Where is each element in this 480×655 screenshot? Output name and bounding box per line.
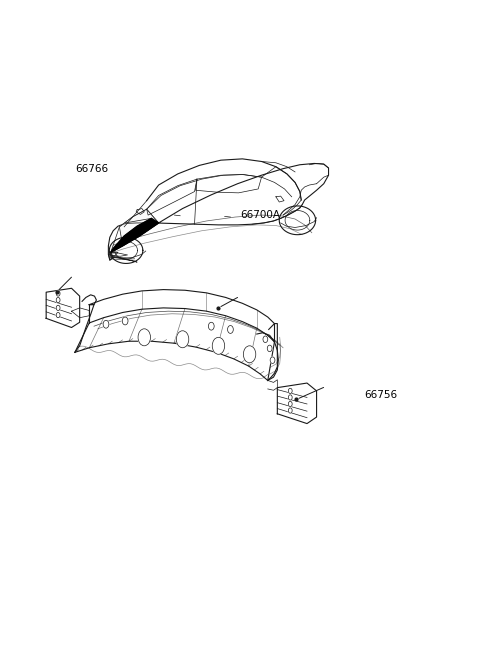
Circle shape (176, 331, 189, 348)
Circle shape (56, 297, 60, 303)
Text: 66756: 66756 (364, 390, 397, 400)
Circle shape (288, 408, 292, 413)
Text: 66766: 66766 (75, 164, 108, 174)
Circle shape (288, 395, 292, 400)
Circle shape (208, 322, 214, 330)
Circle shape (228, 326, 233, 333)
Circle shape (243, 346, 256, 363)
Circle shape (103, 320, 109, 328)
Circle shape (212, 337, 225, 354)
Circle shape (288, 402, 292, 407)
Circle shape (267, 345, 272, 352)
Circle shape (56, 291, 60, 296)
Circle shape (56, 305, 60, 310)
Circle shape (122, 317, 128, 325)
Circle shape (270, 357, 275, 364)
Circle shape (138, 329, 151, 346)
Polygon shape (120, 209, 158, 246)
Circle shape (288, 388, 292, 394)
Polygon shape (111, 218, 158, 252)
Circle shape (56, 312, 60, 318)
Circle shape (263, 336, 268, 343)
Text: 66700A: 66700A (240, 210, 280, 219)
